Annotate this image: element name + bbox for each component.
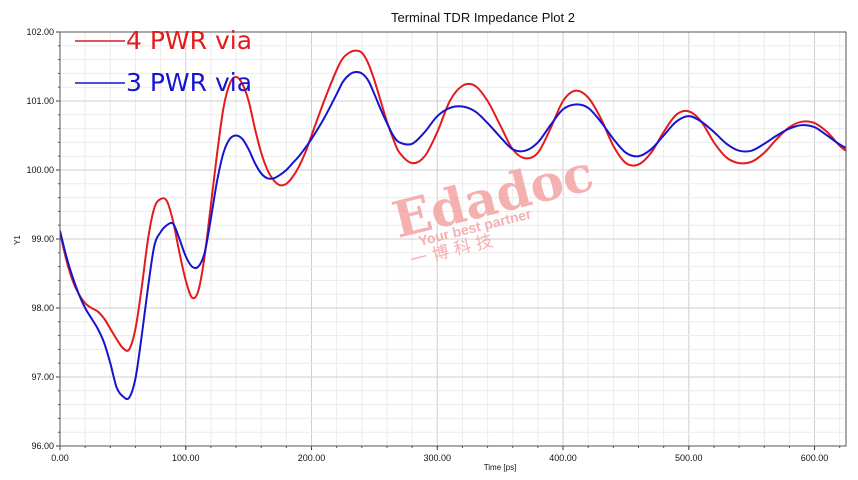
tick-labels: 0.00 100.00 200.00 300.00 400.00 500.00 600.00…: [26, 27, 828, 463]
series-line-2: [60, 70, 846, 401]
y-tick-label: 100.00: [26, 165, 54, 175]
legend-label-1: 4 PWR via: [126, 26, 252, 55]
x-tick-label: 300.00: [424, 453, 452, 463]
y-axis-label: Y1: [13, 235, 22, 245]
x-axis-label: Time [ps]: [484, 463, 517, 472]
y-tick-label: 99.00: [31, 234, 54, 244]
y-tick-label: 97.00: [31, 372, 54, 382]
x-tick-label: 500.00: [675, 453, 703, 463]
y-tick-label: 98.00: [31, 303, 54, 313]
chart-title: Terminal TDR Impedance Plot 2: [391, 10, 575, 25]
x-tick-label: 0.00: [51, 453, 69, 463]
grid: [59, 31, 846, 447]
series-line-1: [60, 49, 846, 352]
series-group: [60, 49, 846, 401]
y-tick-label: 101.00: [26, 96, 54, 106]
legend-label-2: 3 PWR via: [126, 68, 252, 97]
y-tick-label: 102.00: [26, 27, 54, 37]
x-tick-label: 600.00: [801, 453, 829, 463]
x-tick-label: 400.00: [549, 453, 577, 463]
x-tick-label: 100.00: [172, 453, 200, 463]
y-tick-label: 96.00: [31, 441, 54, 451]
axes: [56, 31, 847, 450]
x-tick-label: 200.00: [298, 453, 326, 463]
legend: 4 PWR via 3 PWR via: [75, 26, 252, 97]
